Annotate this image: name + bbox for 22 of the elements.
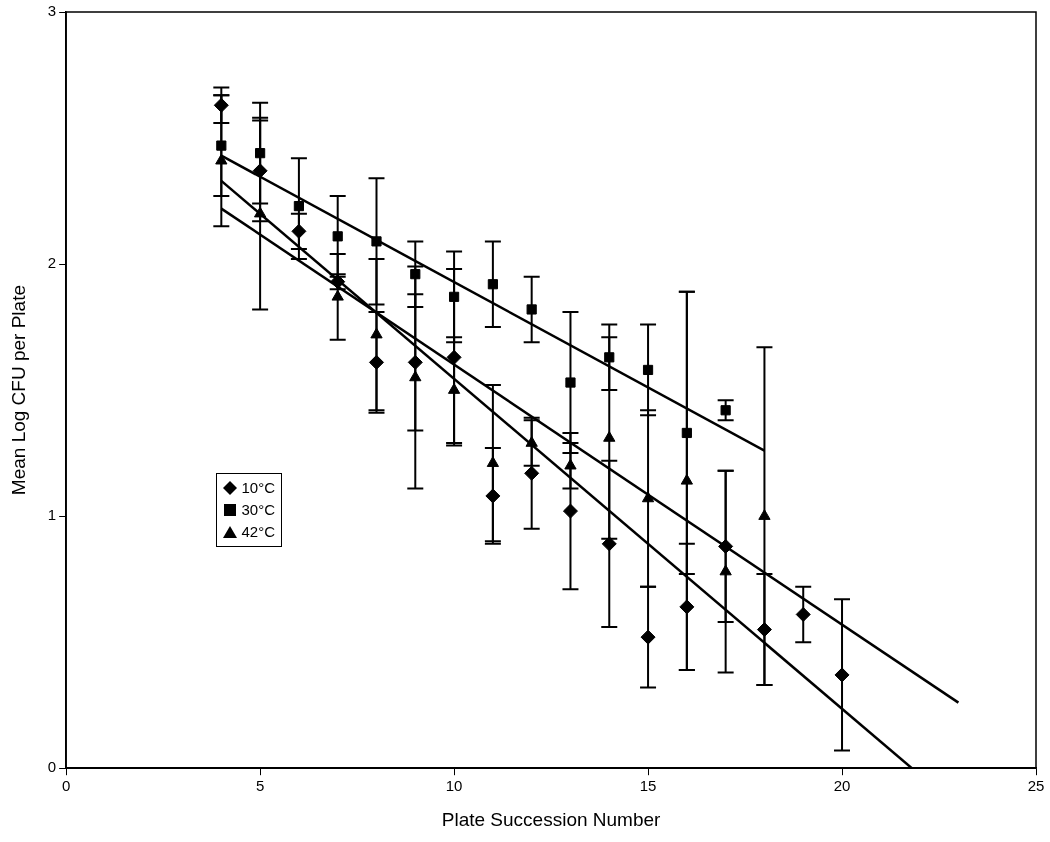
x-tick-label: 10	[445, 777, 463, 795]
y-tick-label: 2	[47, 254, 57, 272]
legend-label: 30°C	[241, 500, 275, 521]
y-tick-label: 0	[47, 758, 57, 776]
point	[216, 140, 227, 151]
x-tick-label: 25	[1027, 777, 1045, 795]
x-tick-label: 20	[833, 777, 851, 795]
point	[371, 236, 382, 247]
x-tick-label: 5	[255, 777, 265, 795]
point	[332, 231, 343, 242]
legend-label: 42°C	[241, 522, 275, 543]
point	[604, 352, 615, 363]
legend-label: 10°C	[241, 478, 275, 499]
x-axis-title: Plate Succession Number	[441, 808, 662, 830]
point	[526, 304, 537, 315]
x-tick-label: 15	[639, 777, 657, 795]
y-axis-title: Mean Log CFU per Plate	[7, 285, 29, 496]
point	[720, 405, 731, 416]
point	[565, 377, 576, 388]
y-tick-label: 1	[47, 506, 57, 524]
x-tick-label: 0	[61, 777, 71, 795]
y-tick-label: 3	[47, 2, 57, 20]
